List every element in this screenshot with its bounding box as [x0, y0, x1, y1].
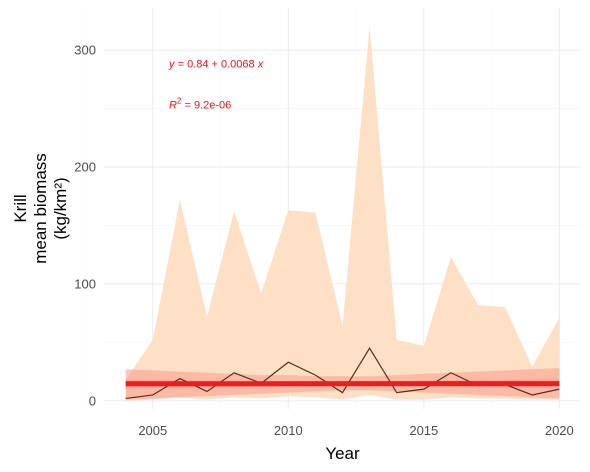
regression-equation: y = 0.84 + 0.0068 x	[168, 59, 264, 71]
y-axis-title: Krill mean biomass (kg/km²)	[11, 153, 70, 264]
equation-body: = 0.84 + 0.0068	[175, 59, 258, 71]
y-tick-label: 100	[74, 276, 96, 291]
y-tick-label: 300	[74, 43, 96, 58]
x-axis-title: Year	[325, 444, 360, 463]
r-squared-label: R2 = 9.2e-06	[169, 97, 231, 112]
outer-ribbon	[125, 26, 560, 401]
tick-layer: 2005 2010 2015 2020 0 100 200 300	[74, 43, 573, 438]
equation-y: y	[168, 59, 176, 71]
r2-symbol: R	[169, 100, 177, 112]
x-tick-label: 2020	[545, 423, 574, 438]
y-tick-label: 0	[89, 393, 96, 408]
y-axis-title-line: mean biomass	[31, 153, 50, 264]
equation-x: x	[257, 59, 264, 71]
y-axis-title-line: (kg/km²)	[51, 177, 70, 239]
x-tick-label: 2005	[138, 423, 167, 438]
y-axis-title-line: Krill	[11, 194, 30, 222]
x-tick-label: 2015	[409, 423, 438, 438]
x-tick-label: 2010	[274, 423, 303, 438]
r2-value: = 9.2e-06	[181, 100, 231, 112]
r2-superscript: 2	[177, 97, 182, 106]
grid-layer	[84, 8, 581, 409]
y-tick-label: 200	[74, 159, 96, 174]
